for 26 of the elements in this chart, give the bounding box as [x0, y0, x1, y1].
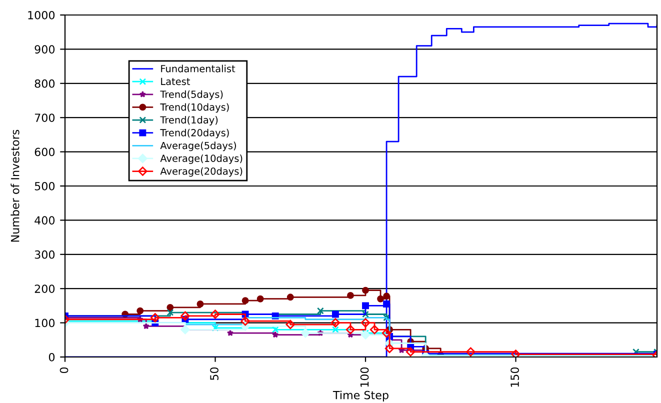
y-tick-label: 600 — [34, 148, 55, 156]
legend-label: Fundamentalist — [161, 64, 236, 72]
legend-label: Trend(1day) — [160, 116, 218, 126]
y-tick-label: 1000 — [28, 10, 55, 20]
legend-label: Trend(20days) — [160, 128, 229, 138]
x-tick-label: 150 — [510, 367, 519, 387]
y-tick-label: 700 — [34, 114, 55, 122]
legend-label: Average(5days) — [160, 142, 236, 152]
legend-label: Average(10days) — [160, 154, 242, 164]
y-tick-label: 300 — [34, 250, 55, 259]
y-tick-label: 800 — [34, 79, 55, 88]
x-axis-title: Time Step — [332, 390, 388, 402]
legend-label: Latest — [161, 78, 190, 86]
x-tick-label: 100 — [360, 367, 369, 387]
y-tick-label: 900 — [34, 45, 55, 54]
y-tick-label: 500 — [34, 182, 55, 190]
y-tick-label: 400 — [34, 216, 55, 225]
legend-label: Trend(5days) — [160, 90, 223, 100]
y-axis-title: Number of Investors — [10, 130, 20, 242]
x-tick-label: 50 — [210, 367, 218, 380]
x-tick-label: 0 — [60, 367, 68, 374]
y-tick-label: 200 — [34, 284, 55, 293]
y-tick-label: 0 — [48, 352, 55, 362]
legend-label: Average(20days) — [160, 167, 242, 177]
legend-label: Trend(10days) — [160, 103, 229, 113]
y-tick-label: 100 — [35, 318, 55, 328]
